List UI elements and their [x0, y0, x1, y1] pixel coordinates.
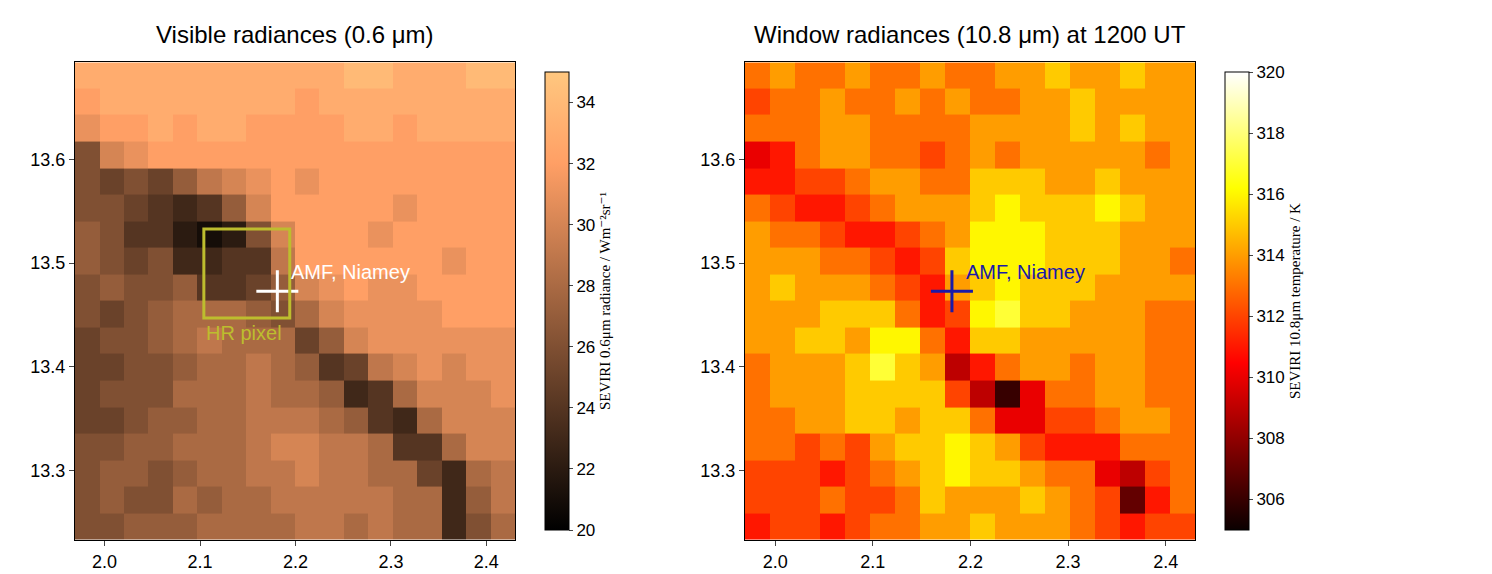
svg-text:13.6: 13.6: [30, 150, 65, 170]
svg-text:2.2: 2.2: [958, 552, 983, 572]
svg-text:34: 34: [576, 93, 595, 112]
svg-text:318: 318: [1256, 124, 1284, 143]
svg-text:22: 22: [576, 460, 595, 479]
svg-text:13.6: 13.6: [700, 150, 735, 170]
svg-text:2.4: 2.4: [1153, 552, 1178, 572]
svg-text:314: 314: [1256, 246, 1284, 265]
svg-text:28: 28: [576, 277, 595, 296]
svg-text:SEVIRI 0.6μm radiance / Wm⁻²sr: SEVIRI 0.6μm radiance / Wm⁻²sr⁻¹: [597, 192, 613, 410]
svg-text:13.3: 13.3: [30, 461, 65, 481]
svg-text:13.3: 13.3: [700, 461, 735, 481]
svg-text:Window radiances (10.8 μm) at: Window radiances (10.8 μm) at 1200 UT: [754, 21, 1186, 48]
svg-text:HR pixel: HR pixel: [206, 322, 282, 344]
svg-text:2.0: 2.0: [763, 552, 788, 572]
svg-text:2.3: 2.3: [1056, 552, 1081, 572]
svg-text:SEVIRI 10.8μm temperature / K: SEVIRI 10.8μm temperature / K: [1287, 203, 1303, 399]
svg-text:Visible radiances (0.6 μm): Visible radiances (0.6 μm): [156, 21, 434, 48]
svg-text:306: 306: [1256, 490, 1284, 509]
svg-text:2.1: 2.1: [188, 552, 213, 572]
svg-text:2.1: 2.1: [860, 552, 885, 572]
svg-text:AMF, Niamey: AMF, Niamey: [966, 261, 1085, 283]
svg-text:13.5: 13.5: [30, 253, 65, 273]
svg-text:24: 24: [576, 399, 595, 418]
svg-text:32: 32: [576, 155, 595, 174]
svg-text:20: 20: [576, 521, 595, 540]
svg-text:308: 308: [1256, 429, 1284, 448]
svg-text:AMF, Niamey: AMF, Niamey: [291, 261, 410, 283]
svg-text:2.2: 2.2: [283, 552, 308, 572]
svg-text:312: 312: [1256, 307, 1284, 326]
svg-text:30: 30: [576, 216, 595, 235]
svg-text:13.4: 13.4: [30, 357, 65, 377]
svg-text:2.0: 2.0: [92, 552, 117, 572]
svg-text:26: 26: [576, 338, 595, 357]
svg-text:310: 310: [1256, 368, 1284, 387]
svg-text:13.5: 13.5: [700, 253, 735, 273]
svg-text:320: 320: [1256, 63, 1284, 82]
svg-text:316: 316: [1256, 185, 1284, 204]
svg-text:2.3: 2.3: [378, 552, 403, 572]
svg-text:13.4: 13.4: [700, 357, 735, 377]
svg-text:2.4: 2.4: [474, 552, 499, 572]
